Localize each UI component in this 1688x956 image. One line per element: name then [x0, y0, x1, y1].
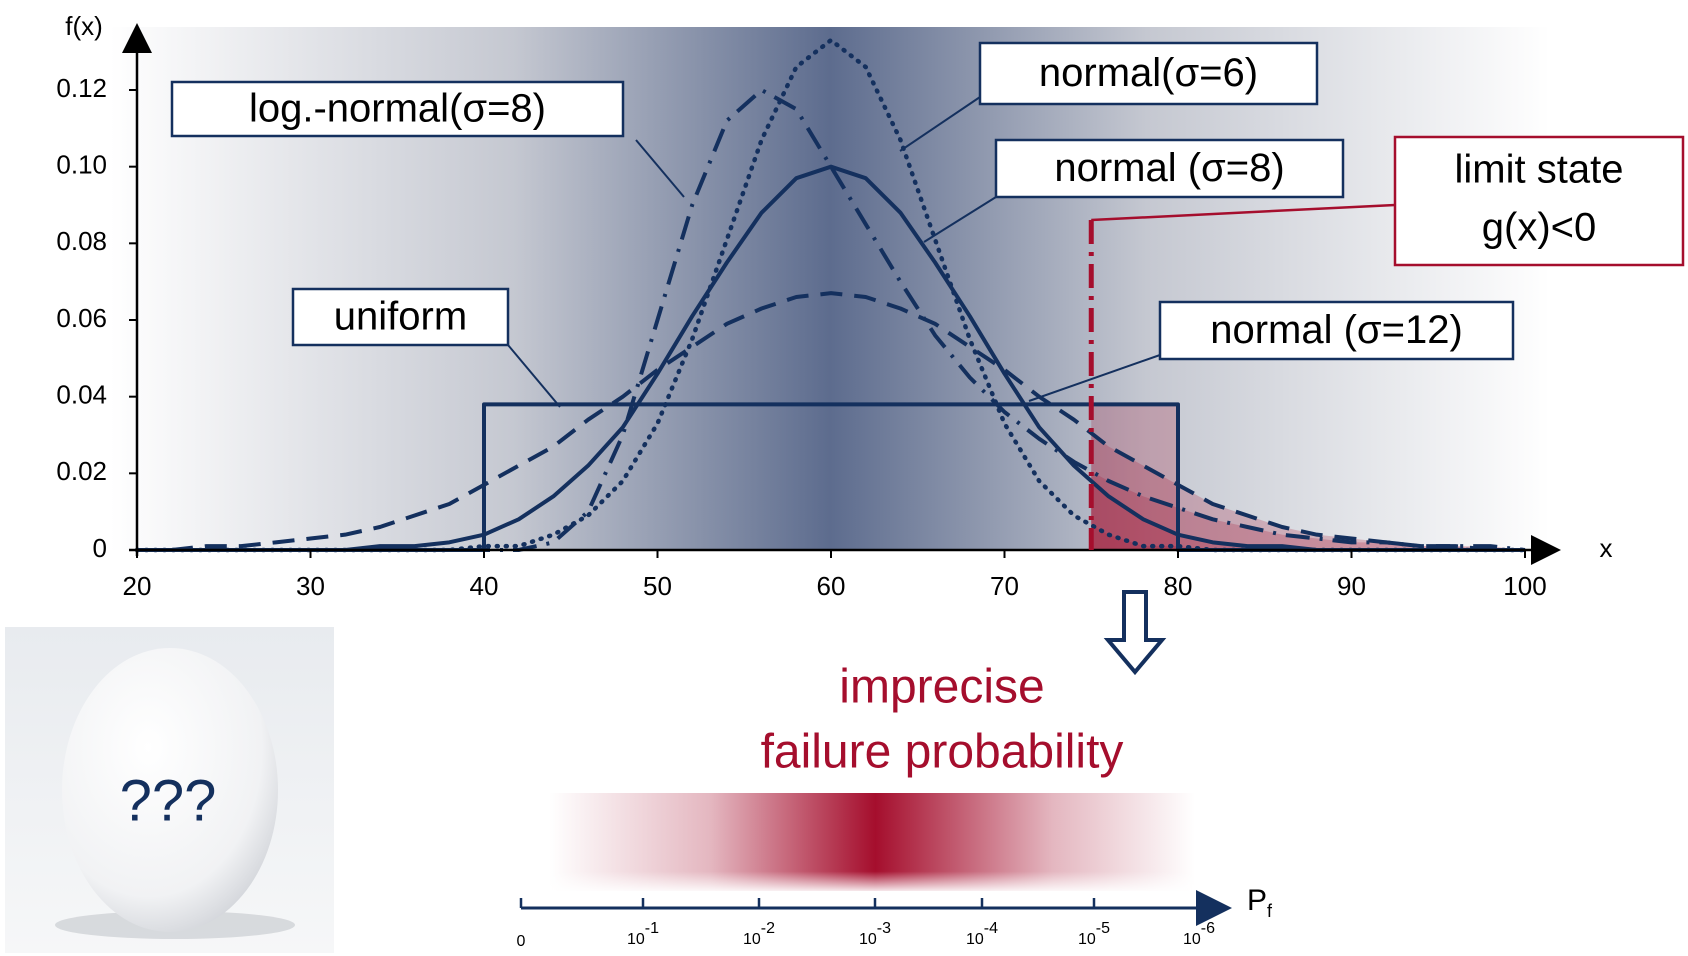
x-tick-label: 50: [643, 571, 672, 601]
series-line: [137, 164, 1525, 552]
pf-tick-exponent: -6: [1201, 920, 1215, 937]
limit-box: [1393, 135, 1685, 267]
pf-tick-base: 10: [1078, 931, 1096, 948]
label-box: [291, 287, 510, 347]
leader-line: [507, 344, 561, 408]
pf-tick-exponent: -5: [1096, 920, 1110, 937]
pf-tick-label: 0: [517, 933, 526, 950]
pf-tick-label: 10-2: [743, 920, 775, 948]
series-line: [137, 88, 1526, 552]
pf-tick-base: 10: [1183, 931, 1201, 948]
egg-label: ???: [120, 768, 217, 833]
label-box: [978, 41, 1319, 106]
failure-region: [1091, 433, 1525, 550]
pf-tick-base: 10: [743, 931, 761, 948]
x-tick-label: 40: [470, 571, 499, 601]
pf-tick-exponent: -3: [877, 920, 891, 937]
x-tick-label: 80: [1164, 571, 1193, 601]
failure-region: [1091, 525, 1525, 550]
down-arrow: [1103, 590, 1167, 676]
x-tick-label: 70: [990, 571, 1019, 601]
x-tick-label: 30: [296, 571, 325, 601]
leader-line: [635, 139, 685, 198]
leader-line: [1028, 354, 1161, 402]
limit-label: g(x)<0: [1482, 206, 1597, 250]
legend-label: log.-normal(σ=8): [249, 87, 546, 131]
x-tick-label: 60: [817, 571, 846, 601]
legend-label: normal(σ=6): [1039, 51, 1258, 95]
fp-title: failure probability: [761, 726, 1124, 779]
y-tick-label: 0.10: [56, 150, 107, 180]
pf-axis-label-sub: f: [1267, 901, 1273, 921]
label-box: [994, 138, 1345, 199]
y-tick-label: 0.08: [56, 226, 107, 256]
egg: [62, 648, 278, 932]
pf-tick-label: 10-1: [627, 920, 659, 948]
series-line: [134, 37, 1528, 553]
x-tick-label: 20: [123, 571, 152, 601]
failure-region: [1091, 471, 1525, 550]
x-tick-label: 100: [1503, 571, 1546, 601]
pf-tick-exponent: -2: [761, 920, 775, 937]
label-box: [1158, 300, 1515, 361]
leader-line: [923, 196, 997, 243]
series-line: [137, 291, 1525, 552]
pf-axis-label-base: P: [1247, 884, 1267, 917]
pf-tick-exponent: -4: [984, 920, 998, 937]
probability-band-fade: [549, 793, 1195, 891]
pf-tick-exponent: -1: [645, 920, 659, 937]
y-tick-label: 0: [93, 533, 107, 563]
legend-label: normal (σ=8): [1054, 146, 1284, 190]
pf-tick-base: 10: [627, 931, 645, 948]
y-tick-label: 0.12: [56, 73, 107, 103]
limit-leader: [1091, 203, 1396, 222]
x-axis-label: x: [1600, 533, 1613, 563]
pf-tick-label: 10-6: [1183, 920, 1215, 948]
y-tick-label: 0.06: [56, 303, 107, 333]
label-box: [170, 80, 625, 138]
y-tick-label: 0.02: [56, 456, 107, 486]
pf-axis-label: Pf: [1247, 884, 1273, 921]
y-tick-label: 0.04: [56, 380, 107, 410]
pf-tick-base: 10: [966, 931, 984, 948]
x-tick-label: 90: [1337, 571, 1366, 601]
pf-tick-label: 10-4: [966, 920, 998, 948]
fp-title: imprecise: [839, 661, 1044, 714]
limit-label: limit state: [1455, 148, 1624, 192]
y-axis-label: f(x): [65, 11, 103, 41]
pf-tick-label: 10-5: [1078, 920, 1110, 948]
leader-line: [899, 96, 981, 152]
pf-tick-label: 10-3: [859, 920, 891, 948]
pf-tick-base: 10: [859, 931, 877, 948]
legend-label: uniform: [334, 295, 467, 339]
legend-label: normal (σ=12): [1210, 308, 1463, 352]
